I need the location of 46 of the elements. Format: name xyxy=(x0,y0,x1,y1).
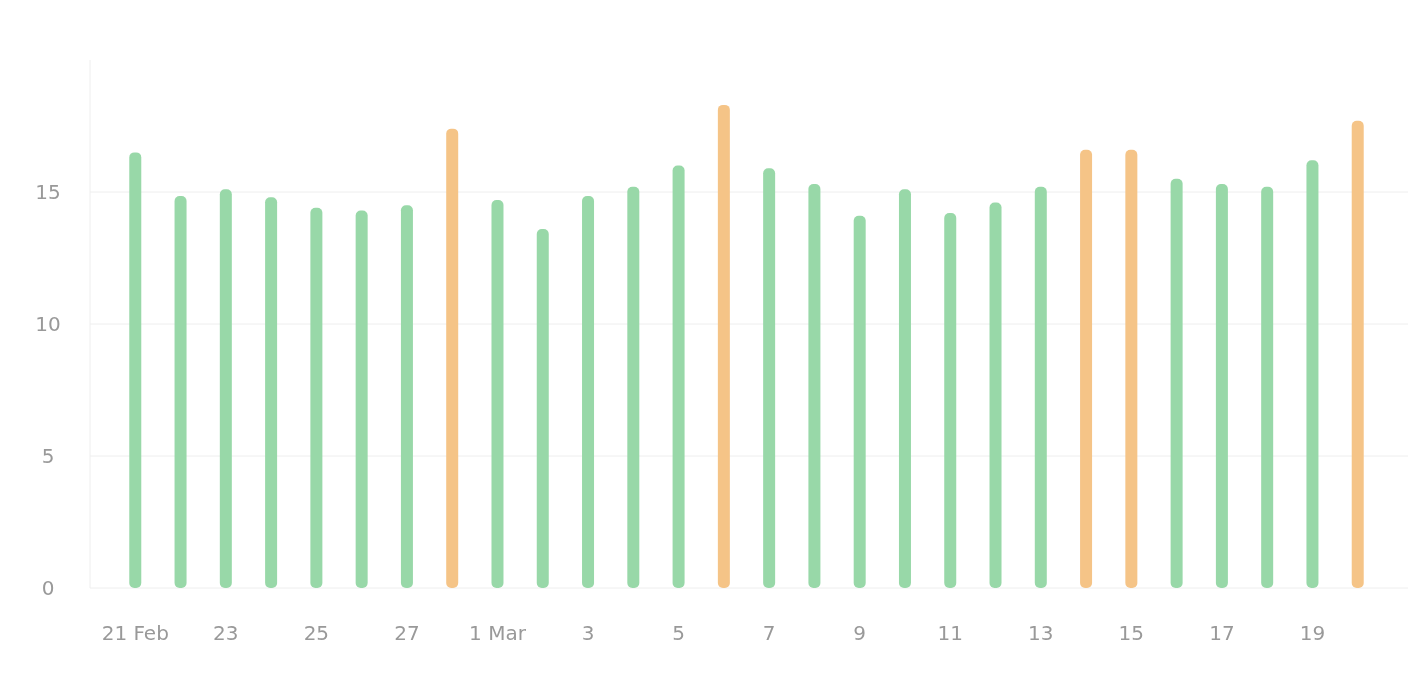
x-tick-label: 17 xyxy=(1209,621,1235,645)
x-tick-label: 15 xyxy=(1118,621,1145,645)
bar xyxy=(944,213,957,588)
x-tick-label: 3 xyxy=(581,621,595,645)
bar xyxy=(129,152,142,588)
bar xyxy=(1080,149,1093,588)
bar xyxy=(1125,149,1138,588)
x-tick-label: 23 xyxy=(213,621,239,645)
x-tick-label: 19 xyxy=(1299,621,1326,645)
y-tick-label: 10 xyxy=(35,312,61,336)
bar xyxy=(808,184,821,588)
y-tick-label: 5 xyxy=(41,444,55,468)
bar xyxy=(627,186,640,588)
bar xyxy=(1306,160,1319,588)
x-tick-label: 21 Feb xyxy=(101,621,169,645)
bar xyxy=(400,205,413,588)
bar xyxy=(1170,178,1183,588)
bar xyxy=(536,228,549,588)
y-tick-label: 15 xyxy=(35,180,61,204)
x-tick-label: 11 xyxy=(937,621,963,645)
bar xyxy=(582,195,595,588)
bar xyxy=(265,197,278,588)
bar xyxy=(219,189,232,588)
bar xyxy=(446,128,459,588)
x-tick-label: 7 xyxy=(762,621,776,645)
bar xyxy=(1034,186,1047,588)
bar xyxy=(174,195,187,588)
bar xyxy=(989,202,1002,588)
bar xyxy=(853,215,866,588)
bar xyxy=(1215,184,1228,588)
x-tick-label: 1 Mar xyxy=(469,621,527,645)
x-tick-label: 27 xyxy=(394,621,420,645)
bar xyxy=(672,165,685,588)
bar xyxy=(355,210,368,588)
x-tick-label: 13 xyxy=(1028,621,1054,645)
bar xyxy=(717,104,730,588)
bar xyxy=(491,199,504,588)
x-tick-label: 5 xyxy=(672,621,685,645)
y-tick-label: 0 xyxy=(41,576,55,600)
x-tick-label: 9 xyxy=(853,621,867,645)
bar xyxy=(1261,186,1274,588)
bar xyxy=(310,207,323,588)
bar xyxy=(898,189,911,588)
bar xyxy=(1351,120,1364,588)
bar xyxy=(763,168,776,588)
x-tick-label: 25 xyxy=(303,621,330,645)
